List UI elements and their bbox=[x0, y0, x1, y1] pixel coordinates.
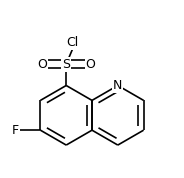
Text: O: O bbox=[86, 57, 95, 70]
Text: N: N bbox=[113, 79, 123, 92]
Text: Cl: Cl bbox=[67, 36, 79, 49]
Text: S: S bbox=[62, 57, 70, 70]
Text: F: F bbox=[12, 124, 19, 137]
Text: O: O bbox=[37, 57, 47, 70]
